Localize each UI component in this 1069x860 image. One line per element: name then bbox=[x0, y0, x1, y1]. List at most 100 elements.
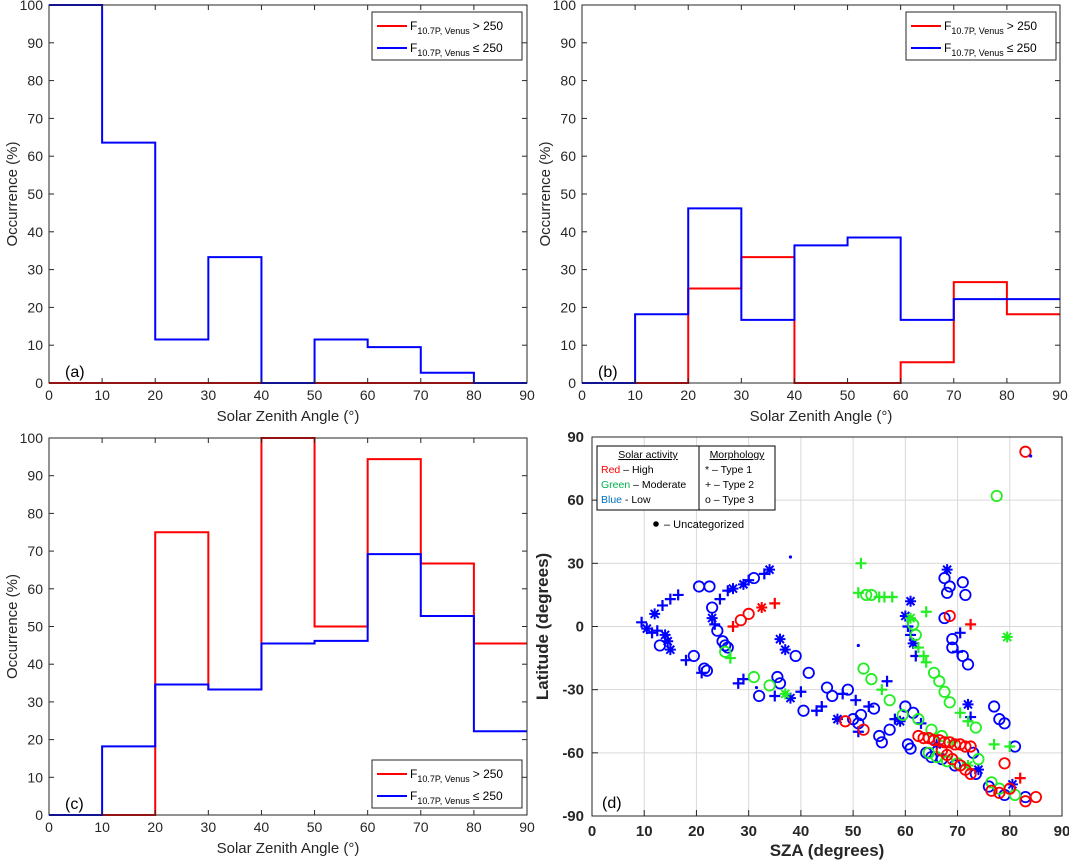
point-blue-type3 bbox=[854, 708, 868, 722]
y-tick-label: 100 bbox=[20, 430, 44, 446]
x-tick-label: 70 bbox=[413, 819, 429, 835]
legend-main: F bbox=[410, 19, 417, 33]
legend-rel: > 250 bbox=[1007, 19, 1038, 33]
legend-entry: F10.7P, Venus > 250 bbox=[944, 19, 1037, 36]
point-red-type3 bbox=[959, 740, 972, 753]
legend-col1-title: Solar activity bbox=[618, 449, 678, 461]
x-tick-label: 0 bbox=[578, 387, 586, 403]
point-blue-type1 bbox=[706, 612, 718, 624]
point-green-type2 bbox=[962, 715, 974, 727]
panel-label: (c) bbox=[65, 796, 84, 813]
y-tick-label: 30 bbox=[27, 262, 43, 278]
legend-main: F bbox=[410, 41, 417, 55]
series-low-line bbox=[582, 207, 1060, 384]
y-tick-label: 80 bbox=[27, 73, 43, 89]
y-tick-label: -60 bbox=[562, 745, 584, 762]
point-green-type3 bbox=[972, 753, 985, 766]
point-green-type3 bbox=[969, 721, 982, 734]
point-green-type2 bbox=[920, 606, 932, 618]
point-blue-type2 bbox=[881, 675, 893, 687]
x-tick-label: 40 bbox=[793, 823, 810, 840]
point-blue-type3 bbox=[904, 742, 917, 755]
y-tick-label: 60 bbox=[27, 581, 43, 597]
y-tick-label: 0 bbox=[576, 619, 584, 636]
y-tick-label: 50 bbox=[27, 186, 43, 202]
point-green-type3 bbox=[860, 588, 873, 602]
legend-main: F bbox=[944, 41, 951, 55]
legend-activity-entry: Green – Moderate bbox=[601, 479, 686, 491]
point-green-type3 bbox=[938, 685, 951, 698]
legend-activity-entry: Red – High bbox=[601, 464, 654, 476]
y-tick-label: 0 bbox=[568, 375, 576, 391]
point-blue-type3 bbox=[789, 649, 802, 663]
point-blue-type1 bbox=[972, 764, 984, 776]
y-tick-label: 60 bbox=[560, 148, 576, 164]
point-blue-type3 bbox=[653, 639, 666, 652]
x-tick-label: 40 bbox=[254, 387, 270, 403]
legend-activity-entry: Blue - Low bbox=[601, 494, 651, 506]
point-blue-type3 bbox=[988, 700, 1001, 713]
x-tick-label: 90 bbox=[519, 387, 535, 403]
point-blue-uncategorized bbox=[788, 555, 793, 559]
legend-box bbox=[371, 759, 523, 809]
x-tick-label: 90 bbox=[1054, 823, 1069, 840]
legend-sub: 10.7P, Venus bbox=[417, 48, 470, 58]
legend-activity-color: Blue bbox=[601, 494, 622, 506]
legend-activity-level: – High bbox=[620, 464, 653, 476]
point-blue-uncategorized bbox=[754, 685, 759, 690]
point-green-type2 bbox=[912, 642, 924, 654]
x-tick-label: 0 bbox=[45, 819, 53, 835]
point-green-type2 bbox=[855, 557, 867, 569]
point-blue-type3 bbox=[959, 588, 972, 602]
point-green-type3 bbox=[857, 662, 870, 675]
legend-rel: > 250 bbox=[473, 767, 504, 781]
x-tick-label: 60 bbox=[893, 387, 909, 403]
legend-activity-level: – Moderate bbox=[630, 479, 686, 491]
point-blue-type1 bbox=[784, 692, 796, 704]
x-tick-label: 70 bbox=[413, 387, 429, 403]
legend-uncategorized: – Uncategorized bbox=[664, 519, 744, 531]
point-green-type2 bbox=[724, 652, 736, 664]
point-blue-type2 bbox=[816, 701, 828, 713]
y-axis-label: Latitude (degrees) bbox=[533, 553, 552, 700]
point-blue-type1 bbox=[662, 635, 674, 647]
y-tick-label: -30 bbox=[562, 682, 584, 699]
x-tick-label: 30 bbox=[740, 823, 757, 840]
legend-sub: 10.7P, Venus bbox=[417, 26, 470, 36]
y-tick-label: 20 bbox=[27, 299, 43, 315]
point-blue-type3 bbox=[961, 658, 975, 671]
y-tick-label: 70 bbox=[560, 110, 576, 126]
x-tick-label: 20 bbox=[680, 387, 696, 403]
legend-rel: ≤ 250 bbox=[473, 41, 503, 55]
point-blue-type3 bbox=[700, 664, 713, 677]
x-tick-label: 80 bbox=[466, 387, 482, 403]
point-red-type2 bbox=[965, 618, 977, 630]
point-blue-type3 bbox=[899, 700, 912, 713]
y-tick-label: 40 bbox=[27, 656, 43, 672]
x-tick-label: 20 bbox=[147, 819, 163, 835]
legend-rel: > 250 bbox=[473, 19, 504, 33]
point-red-type3 bbox=[839, 715, 852, 728]
x-tick-label: 10 bbox=[94, 819, 110, 835]
panel-label: (a) bbox=[65, 364, 85, 381]
point-red-type3 bbox=[1029, 790, 1042, 804]
panel-b: 0 10 20 30 40 50 60 70 80 90 0 10 20 30 40 50 60 70 80 90 10… bbox=[537, 0, 1068, 425]
point-green-type2 bbox=[918, 650, 930, 662]
point-blue-type3 bbox=[883, 723, 896, 736]
panel-a: 0 10 20 30 40 50 60 70 80 90 0 10 20 30 40 50 60 70 80 90 10… bbox=[4, 0, 535, 425]
y-tick-label: 10 bbox=[27, 769, 43, 785]
point-blue-type3 bbox=[797, 704, 810, 717]
legend-sub: 10.7P, Venus bbox=[417, 774, 470, 784]
x-tick-label: 30 bbox=[201, 819, 217, 835]
point-blue-type1 bbox=[774, 633, 786, 645]
point-blue-uncategorized bbox=[856, 643, 860, 648]
point-blue-type1 bbox=[905, 595, 917, 607]
x-axis-label: Solar Zenith Angle (°) bbox=[217, 408, 360, 425]
point-red-type3 bbox=[964, 740, 977, 753]
point-green-type3 bbox=[985, 776, 998, 789]
point-blue-type1 bbox=[764, 564, 776, 576]
point-green-type3 bbox=[719, 645, 732, 658]
y-tick-label: 40 bbox=[560, 224, 576, 240]
point-blue-type3 bbox=[867, 702, 881, 715]
